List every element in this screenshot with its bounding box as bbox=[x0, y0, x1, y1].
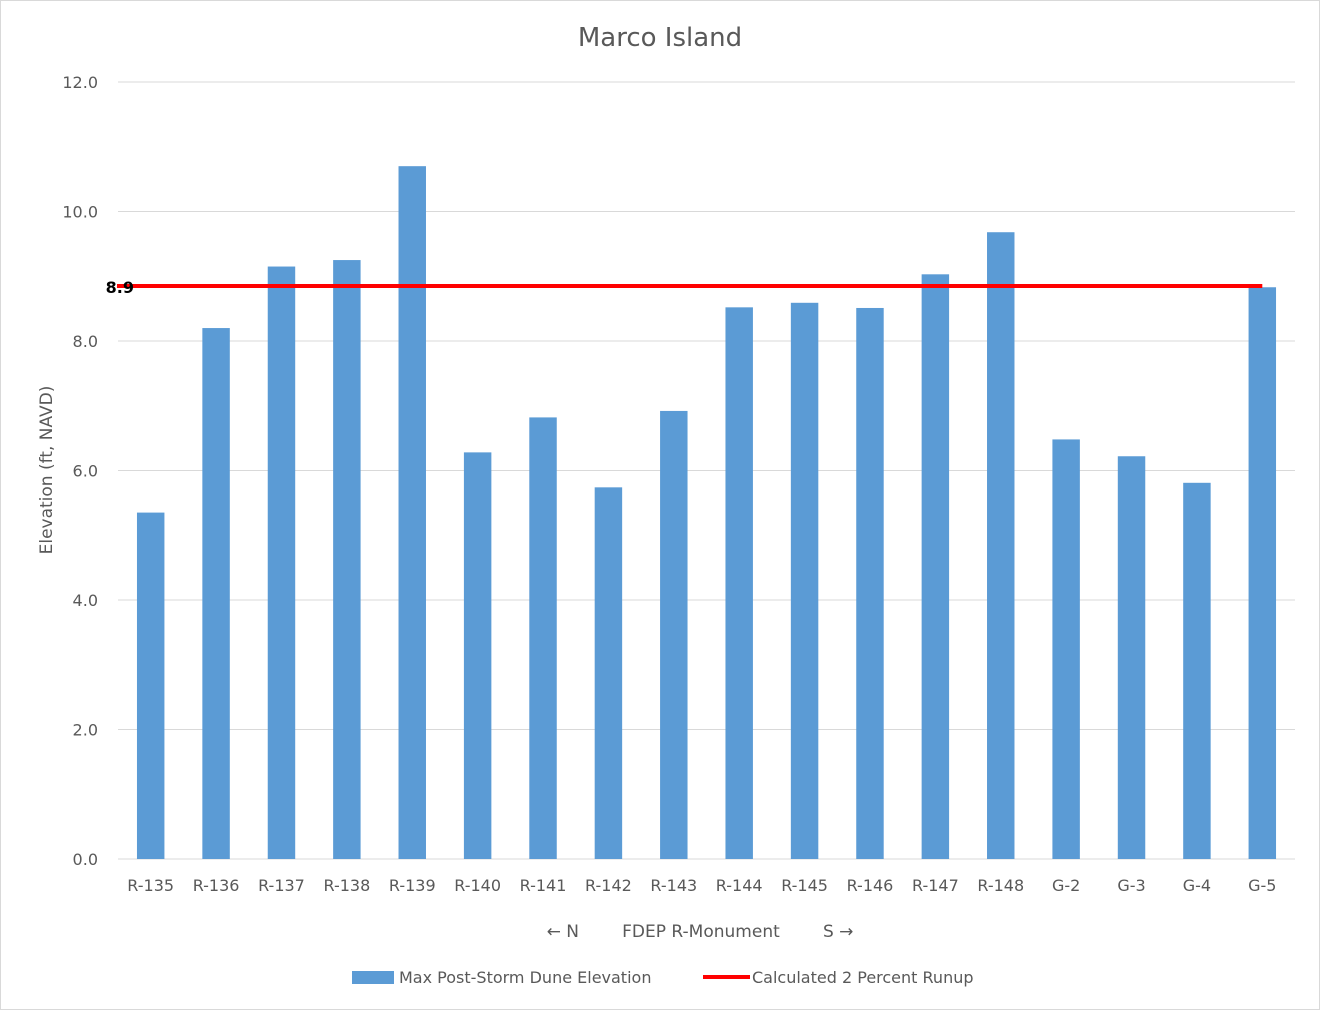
x-tick-label: R-136 bbox=[193, 876, 240, 895]
bar bbox=[790, 302, 819, 859]
x-tick-label: R-148 bbox=[977, 876, 1024, 895]
x-tick-label: G-4 bbox=[1183, 876, 1211, 895]
x-tick-label: R-135 bbox=[127, 876, 174, 895]
x-tick-label: G-2 bbox=[1052, 876, 1080, 895]
y-axis-ticks: 0.0 2.0 4.0 6.0 8.0 10.0 12.0 bbox=[62, 73, 98, 869]
y-tick-label: 6.0 bbox=[73, 462, 98, 481]
y-tick-label: 10.0 bbox=[62, 203, 98, 222]
bar bbox=[1183, 482, 1211, 859]
bar bbox=[660, 410, 688, 859]
runup-line-series: 8.9 bbox=[106, 278, 1263, 297]
bar bbox=[1248, 287, 1277, 859]
x-tick-label: R-140 bbox=[454, 876, 501, 895]
y-tick-label: 0.0 bbox=[73, 850, 98, 869]
bar bbox=[529, 417, 557, 859]
bar bbox=[267, 266, 296, 860]
x-axis-ticks: R-135 R-136 R-137 R-138 R-139 R-140 R-141 R-142… bbox=[127, 876, 1276, 895]
y-tick-label: 8.0 bbox=[73, 332, 98, 351]
chart-title: Marco Island bbox=[578, 23, 742, 53]
bar bbox=[463, 452, 492, 859]
y-tick-label: 2.0 bbox=[73, 721, 98, 740]
legend-swatch-bar bbox=[352, 971, 394, 984]
bar bbox=[594, 487, 623, 859]
y-tick-label: 12.0 bbox=[62, 73, 98, 92]
y-axis-title: Elevation (ft, NAVD) bbox=[37, 386, 57, 555]
x-tick-label: R-147 bbox=[912, 876, 959, 895]
bar bbox=[202, 328, 230, 859]
x-axis-title: ← N FDEP R-Monument S → bbox=[547, 922, 854, 942]
bar bbox=[856, 307, 884, 859]
x-tick-label: R-137 bbox=[258, 876, 305, 895]
x-tick-label: R-142 bbox=[585, 876, 632, 895]
x-tick-label: G-5 bbox=[1248, 876, 1276, 895]
x-tick-label: R-144 bbox=[716, 876, 763, 895]
x-tick-label: R-145 bbox=[781, 876, 828, 895]
legend-label-line: Calculated 2 Percent Runup bbox=[752, 968, 974, 987]
bar bbox=[921, 274, 950, 859]
bar bbox=[333, 260, 361, 859]
bar-series bbox=[136, 166, 1277, 860]
runup-value-label: 8.9 bbox=[106, 278, 134, 297]
bar bbox=[725, 307, 753, 860]
legend-label-bar: Max Post-Storm Dune Elevation bbox=[399, 968, 651, 987]
x-tick-label: R-141 bbox=[520, 876, 567, 895]
bar bbox=[398, 166, 426, 860]
bar bbox=[1052, 439, 1080, 859]
x-tick-label: R-139 bbox=[389, 876, 436, 895]
x-tick-label: R-143 bbox=[650, 876, 697, 895]
bar bbox=[987, 232, 1015, 860]
x-tick-label: R-138 bbox=[323, 876, 370, 895]
legend: Max Post-Storm Dune Elevation Calculated… bbox=[352, 968, 974, 987]
bar bbox=[136, 512, 165, 859]
x-tick-label: G-3 bbox=[1117, 876, 1145, 895]
x-tick-label: R-146 bbox=[847, 876, 894, 895]
y-tick-label: 4.0 bbox=[73, 591, 98, 610]
bar bbox=[1117, 456, 1146, 859]
gridlines bbox=[118, 81, 1295, 860]
